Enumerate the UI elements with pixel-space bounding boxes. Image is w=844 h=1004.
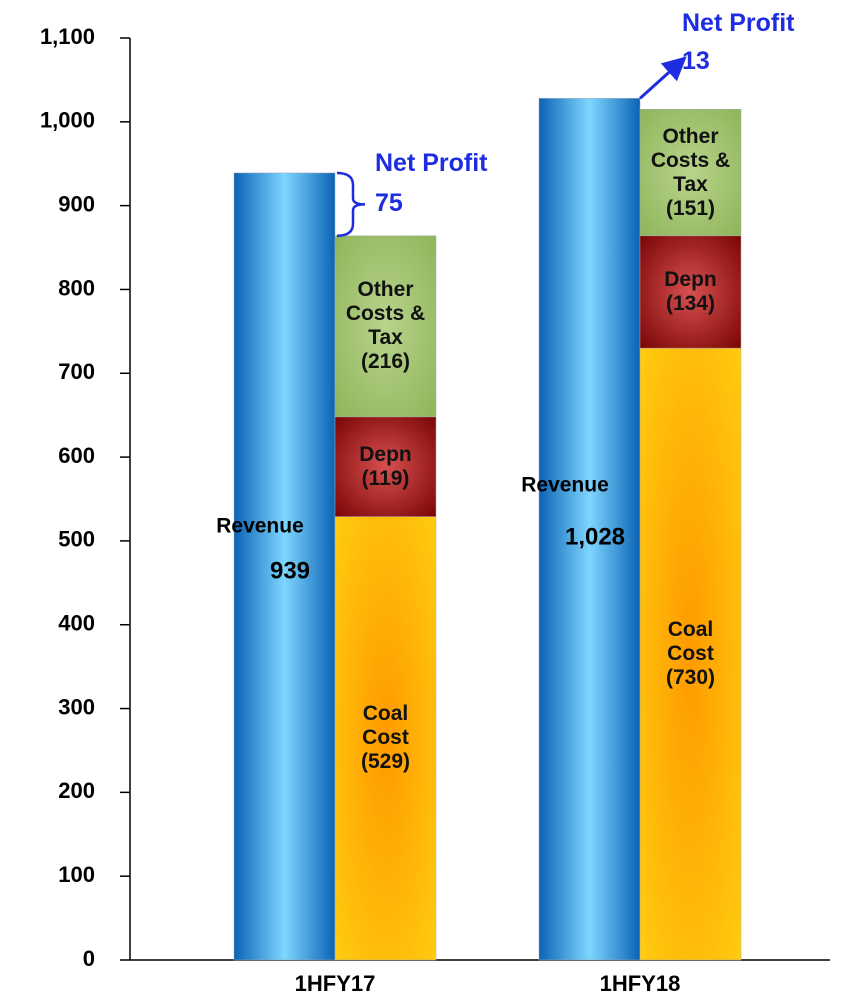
y-tick-label: 100 [58, 862, 95, 887]
cost-segment [639, 235, 742, 349]
segment-name: Other Costs & Tax [345, 278, 426, 350]
cost-segment [334, 516, 437, 961]
cost-segment-box: Depn(119) [335, 417, 436, 517]
y-tick-label: 600 [58, 443, 95, 468]
net-profit-value: 75 [375, 189, 403, 217]
cost-segment-box: Coal Cost(730) [640, 348, 741, 960]
segment-value: (134) [665, 291, 716, 315]
segment-name: Coal Cost [667, 618, 714, 666]
cost-segment-label: Coal Cost (529) [335, 517, 436, 960]
revenue-bar [538, 98, 641, 961]
y-tick-label: 900 [58, 191, 95, 216]
cost-segment [334, 416, 437, 517]
segment-value: (216) [360, 350, 411, 374]
segment-name: Other Costs & Tax [650, 124, 731, 196]
cost-segment-label: Coal Cost (730) [640, 348, 741, 960]
cost-segment-label: Other Costs & Tax (216) [335, 236, 436, 417]
cost-segment-label: Depn (119) [335, 417, 436, 517]
net-profit-arrow [638, 56, 687, 100]
segment-value: (151) [665, 196, 716, 220]
revenue-name: Revenue [521, 474, 609, 497]
net-profit-name: Net Profit [682, 9, 795, 37]
y-tick-label: 0 [83, 946, 95, 971]
revenue-value: 1,028 [565, 523, 625, 550]
cost-segment-label: Other Costs & Tax (151) [640, 109, 741, 236]
y-tick-label: 300 [58, 694, 95, 719]
segment-value: (529) [360, 750, 411, 774]
cost-segment-box: Depn(134) [640, 236, 741, 348]
net-profit-value: 13 [682, 47, 710, 75]
revenue-name: Revenue [216, 515, 304, 538]
revenue-value: 939 [270, 557, 310, 584]
y-tick-label: 500 [58, 527, 95, 552]
segment-name: Depn [664, 267, 717, 291]
y-tick-label: 400 [58, 611, 95, 636]
cost-segment [639, 108, 742, 237]
segment-value: (119) [361, 466, 410, 490]
cost-segment-box: Other Costs & Tax(151) [640, 109, 741, 236]
net-profit-brace [336, 171, 366, 238]
x-tick-label: 1HFY18 [600, 971, 681, 996]
cost-segment-label: Depn (134) [640, 236, 741, 348]
y-tick-label: 200 [58, 778, 95, 803]
cost-segment [334, 235, 437, 418]
cost-segment-box: Other Costs & Tax(216) [335, 236, 436, 417]
cost-segment [639, 347, 742, 961]
y-tick-label: 700 [58, 359, 95, 384]
y-tick-label: 1,000 [40, 108, 95, 133]
segment-name: Coal Cost [362, 702, 409, 750]
segment-name: Depn [359, 442, 412, 466]
x-tick-label: 1HFY17 [295, 971, 376, 996]
cost-segment-box: Coal Cost(529) [335, 517, 436, 960]
net-profit-name: Net Profit [375, 149, 488, 177]
segment-value: (730) [665, 666, 716, 690]
y-tick-label: 1,100 [40, 24, 95, 49]
y-tick-label: 800 [58, 275, 95, 300]
revenue-bar [233, 172, 336, 961]
